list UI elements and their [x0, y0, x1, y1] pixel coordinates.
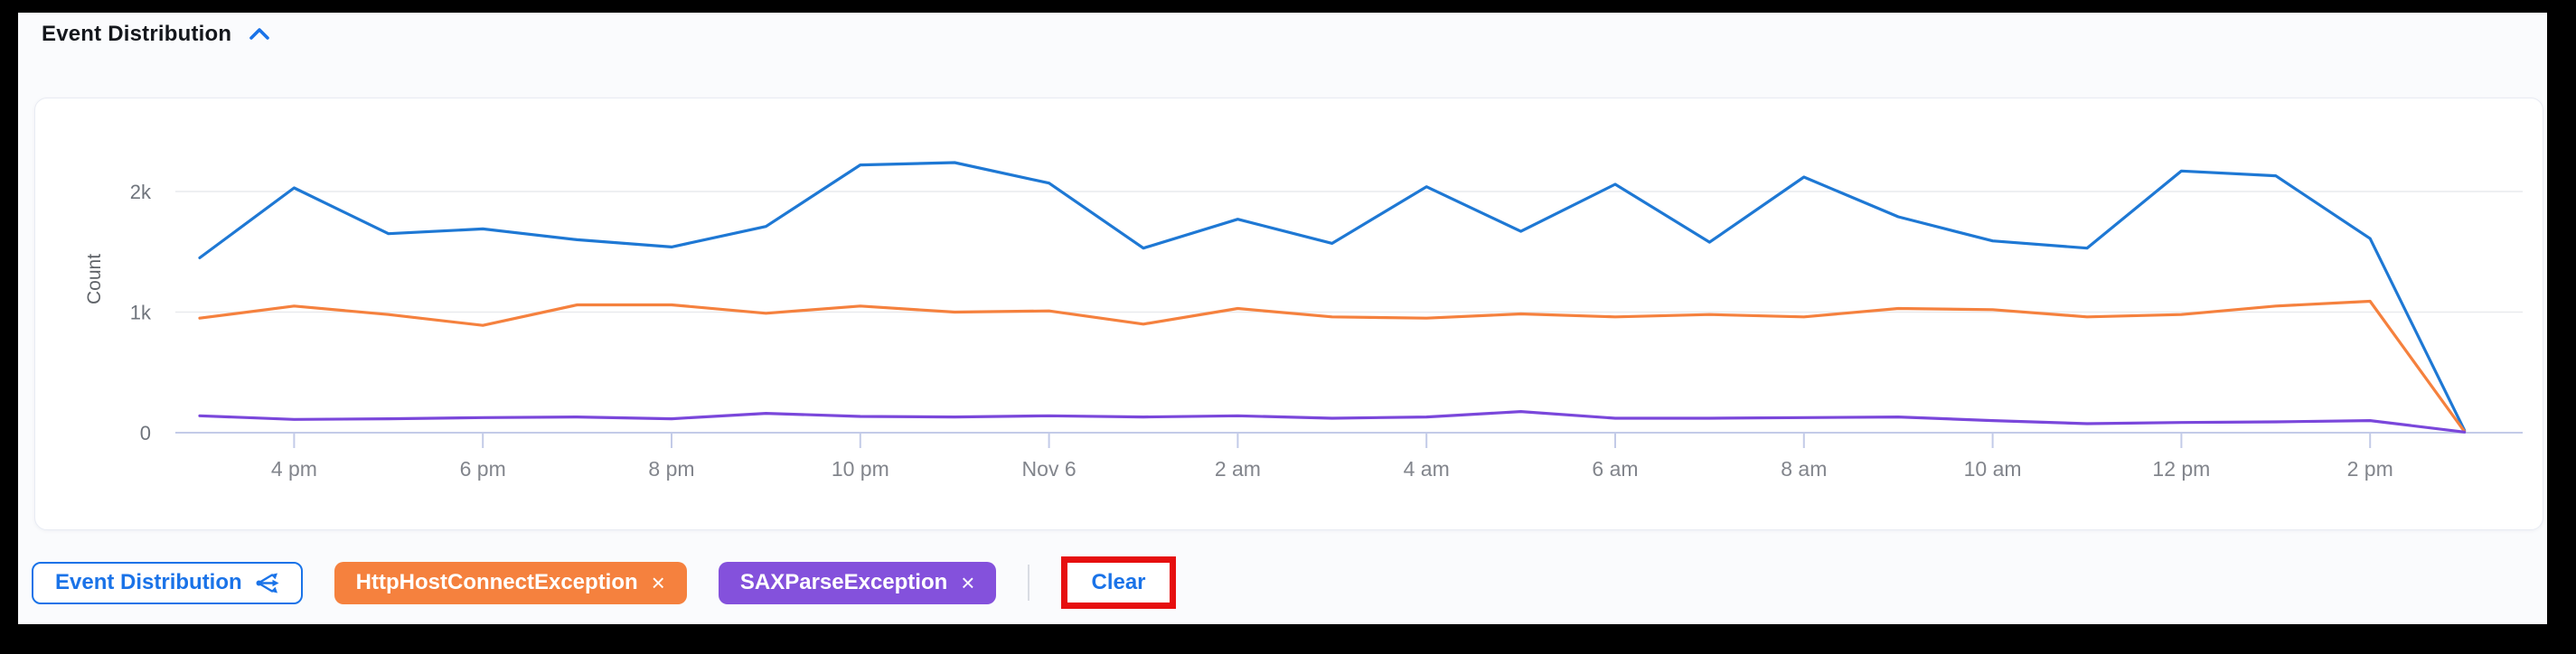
series-line-event-distribution	[198, 161, 2467, 432]
x-tick-label: 12 pm	[2152, 457, 2210, 481]
x-tick-label: 2 pm	[2347, 457, 2393, 481]
x-tick-label: 2 am	[1215, 457, 1261, 481]
filter-bar-divider	[1028, 565, 1030, 601]
clear-filters-button[interactable]: Clear	[1091, 570, 1146, 594]
filter-chip-label: HttpHostConnectException	[355, 570, 638, 594]
panel-name-chip[interactable]: Event Distribution	[32, 561, 303, 604]
y-tick-label: 2k	[130, 181, 152, 203]
remove-filter-icon[interactable]: ×	[651, 569, 665, 596]
filter-chip-label: SAXParseException	[739, 570, 948, 594]
filter-chip-httphostconnectexception[interactable]: HttpHostConnectException ×	[334, 561, 687, 604]
target-highlight-box: Clear	[1061, 556, 1176, 609]
x-tick-label: 8 pm	[648, 457, 694, 481]
series-line-httphostconnectexception	[198, 299, 2467, 434]
x-tick-label: 10 am	[1964, 457, 2022, 481]
x-tick-label: 10 pm	[832, 457, 889, 481]
x-tick-label: Nov 6	[1022, 457, 1076, 481]
chevron-up-icon	[249, 28, 270, 40]
y-tick-label: 1k	[130, 302, 152, 324]
share-icon[interactable]	[255, 571, 279, 595]
page-title: Event Distribution	[42, 22, 232, 46]
panel-name-chip-label: Event Distribution	[55, 570, 242, 594]
remove-filter-icon[interactable]: ×	[961, 569, 975, 596]
x-tick-label: 4 pm	[271, 457, 317, 481]
collapse-toggle-button[interactable]	[246, 24, 273, 44]
x-tick-label: 6 am	[1592, 457, 1638, 481]
series-line-saxparseexception	[198, 410, 2467, 434]
y-tick-label: 0	[140, 422, 151, 444]
panel-header: Event Distribution	[42, 22, 273, 47]
x-tick-label: 6 pm	[460, 457, 506, 481]
event-distribution-panel: Event Distribution Count 0 1k 2k 4 pm 6 pm 8 …	[18, 13, 2547, 624]
filter-bar: Event Distribution HttpHostConnectExcept…	[32, 553, 1176, 612]
x-tick-label: 4 am	[1404, 457, 1450, 481]
filter-chip-saxparseexception[interactable]: SAXParseException ×	[718, 561, 997, 604]
x-tick-label: 8 am	[1781, 457, 1827, 481]
event-distribution-line-chart[interactable]: 0 1k 2k 4 pm 6 pm 8 pm 10 pm Nov 6 2 am 4 am 6 am 8…	[35, 98, 2543, 529]
